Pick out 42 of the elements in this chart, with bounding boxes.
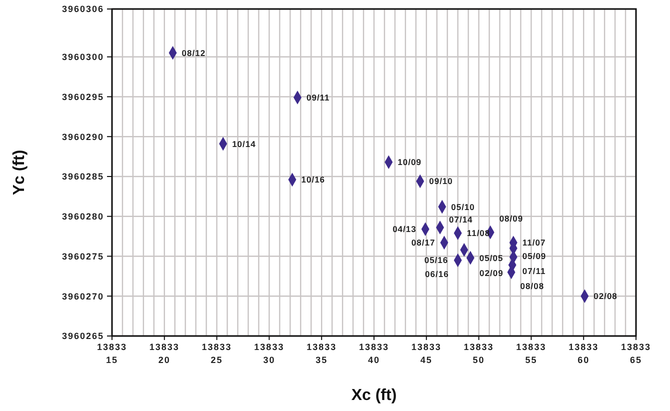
annotation: 09/10 — [429, 176, 453, 186]
annotation: 06/16 — [425, 269, 449, 280]
y-axis-title: Yc (ft) — [11, 150, 28, 196]
annotation: 11/07 — [522, 238, 546, 248]
annotation: 10/16 — [301, 174, 326, 185]
annotation: 08/09 — [499, 213, 524, 224]
y-tick-label: 3960270 — [62, 291, 104, 302]
x-tick-label: 13833 60 — [568, 342, 599, 365]
y-tick-label: 3960295 — [62, 92, 104, 102]
annotation: 10/14 — [232, 138, 256, 149]
annotation: 02/09 — [480, 268, 504, 278]
x-axis-title: Xc (ft) — [351, 387, 397, 404]
x-tick-label: 13833 20 — [149, 342, 180, 365]
x-tick-label: 13833 55 — [516, 342, 546, 365]
annotation: 09/11 — [306, 92, 330, 103]
x-tick-label: 13833 30 — [254, 342, 284, 365]
annotation: 05/10 — [451, 202, 475, 212]
x-tick-label: 13833 35 — [306, 342, 337, 365]
annotation: 10/09 — [398, 157, 422, 168]
x-tick-label: 13833 15 — [96, 342, 128, 365]
annotation: 08/08 — [520, 281, 544, 292]
y-tick-label: 3960285 — [62, 172, 104, 182]
x-tick-label: 13833 40 — [358, 342, 390, 365]
x-tick-label: 13833 25 — [202, 342, 232, 365]
y-tick-label: 3960300 — [62, 52, 104, 62]
annotation: 07/11 — [522, 266, 546, 276]
y-tick-label: 3960275 — [62, 251, 104, 262]
y-tick-label: 3960265 — [62, 331, 104, 342]
annotation: 08/17 — [411, 238, 436, 248]
y-tick-label: 3960306 — [62, 4, 104, 14]
annotation: 05/05 — [479, 252, 504, 263]
x-tick-label: 13833 45 — [411, 342, 442, 365]
annotation: 02/08 — [594, 291, 618, 302]
y-tick-label: 3960290 — [62, 132, 104, 142]
x-tick-label: 13833 50 — [464, 342, 494, 365]
annotation: 07/14 — [449, 214, 473, 225]
annotation: 08/12 — [182, 48, 206, 58]
annotation: 05/09 — [522, 251, 546, 262]
y-tick-label: 3960280 — [62, 212, 104, 222]
annotation: 04/13 — [392, 224, 416, 234]
x-tick-label: 13833 65 — [620, 342, 652, 365]
annotation: 05/16 — [424, 254, 448, 265]
